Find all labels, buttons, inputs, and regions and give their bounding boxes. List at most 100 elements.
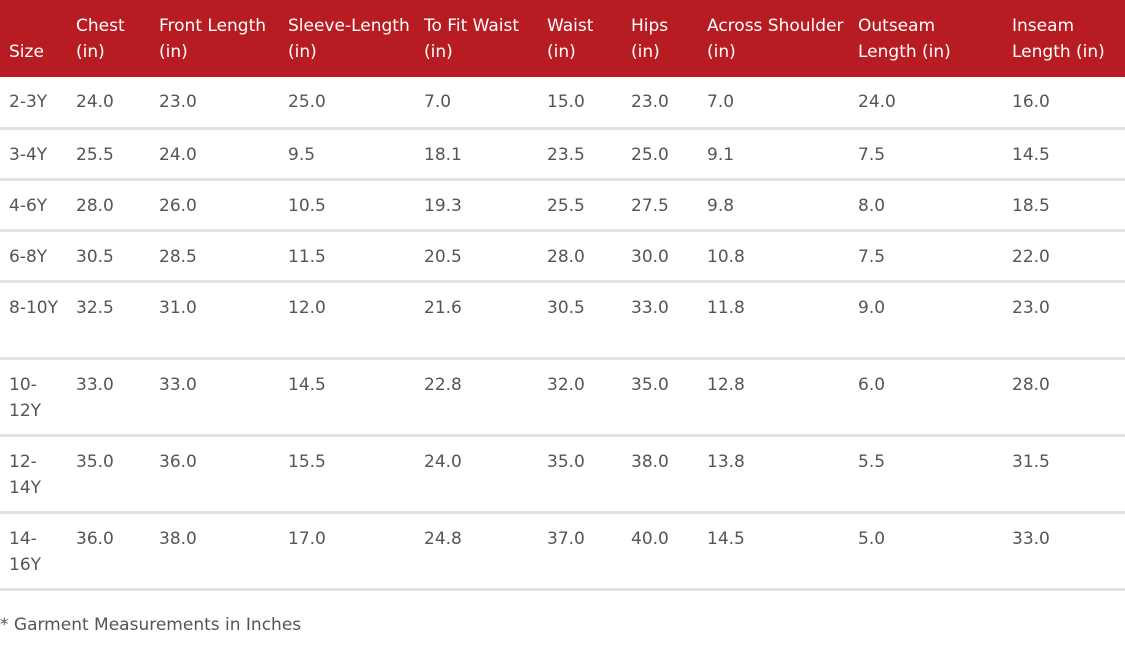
cell-waist: 30.5 — [538, 281, 622, 360]
header-row: Size Chest (in) Front Length (in) Sleeve… — [0, 0, 1125, 77]
cell-across-shoulder: 12.8 — [698, 358, 849, 437]
cell-across-shoulder: 9.8 — [698, 179, 849, 232]
cell-sleeve-length: 12.0 — [279, 281, 415, 360]
cell-waist: 35.0 — [538, 435, 622, 514]
cell-hips: 33.0 — [622, 281, 698, 360]
header-inseam-length: Inseam Length (in) — [1012, 16, 1105, 62]
cell-hips: 35.0 — [622, 358, 698, 437]
table-row: 2-3Y 24.0 23.0 25.0 7.0 15.0 23.0 7.0 24.0 16.0 — [0, 77, 1125, 130]
cell-size: 12-14Y — [0, 435, 67, 514]
cell-inseam-length: 33.0 — [1003, 512, 1125, 591]
cell-inseam-length: 22.0 — [1003, 230, 1125, 283]
cell-outseam-length: 8.0 — [849, 179, 1003, 232]
cell-chest: 33.0 — [67, 358, 150, 437]
table-row: 6-8Y 30.5 28.5 11.5 20.5 28.0 30.0 10.8 7.5 22.0 — [0, 230, 1125, 283]
header-to-fit-waist: To Fit Waist (in) — [424, 16, 520, 62]
cell-sleeve-length: 15.5 — [279, 435, 415, 514]
cell-outseam-length: 7.5 — [849, 230, 1003, 283]
size-chart-body: 2-3Y 24.0 23.0 25.0 7.0 15.0 23.0 7.0 24.0 16.0 3-… — [0, 77, 1125, 591]
cell-sleeve-length: 10.5 — [279, 179, 415, 232]
cell-inseam-length: 16.0 — [1003, 77, 1125, 130]
table-row: 10-12Y 33.0 33.0 14.5 22.8 32.0 35.0 12.8 6.0 28.… — [0, 358, 1125, 437]
cell-sleeve-length: 9.5 — [279, 128, 415, 181]
footnote: * Garment Measurements in Inches — [0, 614, 302, 635]
cell-outseam-length: 24.0 — [849, 77, 1003, 130]
cell-chest: 25.5 — [67, 128, 150, 181]
cell-across-shoulder: 13.8 — [698, 435, 849, 514]
cell-to-fit-waist: 19.3 — [415, 179, 538, 232]
cell-to-fit-waist: 24.0 — [415, 435, 538, 514]
cell-sleeve-length: 25.0 — [279, 77, 415, 130]
cell-sleeve-length: 17.0 — [279, 512, 415, 591]
header-outseam-length: Outseam Length (in) — [858, 16, 951, 62]
cell-hips: 27.5 — [622, 179, 698, 232]
cell-chest: 36.0 — [67, 512, 150, 591]
cell-size: 8-10Y — [0, 281, 67, 360]
cell-inseam-length: 28.0 — [1003, 358, 1125, 437]
table-row: 3-4Y 25.5 24.0 9.5 18.1 23.5 25.0 9.1 7.5 14.5 — [0, 128, 1125, 181]
cell-size: 3-4Y — [0, 128, 67, 181]
cell-chest: 32.5 — [67, 281, 150, 360]
table-row: 14-16Y 36.0 38.0 17.0 24.8 37.0 40.0 14.5 5.0 33.… — [0, 512, 1125, 591]
cell-outseam-length: 7.5 — [849, 128, 1003, 181]
cell-outseam-length: 5.0 — [849, 512, 1003, 591]
cell-chest: 24.0 — [67, 77, 150, 130]
cell-front-length: 31.0 — [150, 281, 279, 360]
cell-size: 4-6Y — [0, 179, 67, 232]
header-waist: Waist (in) — [547, 16, 594, 62]
cell-front-length: 26.0 — [150, 179, 279, 232]
cell-outseam-length: 5.5 — [849, 435, 1003, 514]
cell-size: 2-3Y — [0, 77, 67, 130]
cell-across-shoulder: 9.1 — [698, 128, 849, 181]
header-sleeve-length: Sleeve-Length (in) — [288, 16, 410, 62]
cell-to-fit-waist: 7.0 — [415, 77, 538, 130]
cell-waist: 25.5 — [538, 179, 622, 232]
cell-to-fit-waist: 21.6 — [415, 281, 538, 360]
cell-front-length: 33.0 — [150, 358, 279, 437]
table-row: 12-14Y 35.0 36.0 15.5 24.0 35.0 38.0 13.8 5.5 31.… — [0, 435, 1125, 514]
cell-waist: 23.5 — [538, 128, 622, 181]
cell-to-fit-waist: 20.5 — [415, 230, 538, 283]
cell-size: 10-12Y — [0, 358, 67, 437]
cell-outseam-length: 6.0 — [849, 358, 1003, 437]
table-row: 4-6Y 28.0 26.0 10.5 19.3 25.5 27.5 9.8 8.0 18.5 — [0, 179, 1125, 232]
cell-chest: 35.0 — [67, 435, 150, 514]
cell-front-length: 24.0 — [150, 128, 279, 181]
cell-waist: 15.0 — [538, 77, 622, 130]
cell-size: 14-16Y — [0, 512, 67, 591]
cell-chest: 30.5 — [67, 230, 150, 283]
cell-hips: 40.0 — [622, 512, 698, 591]
cell-waist: 28.0 — [538, 230, 622, 283]
cell-outseam-length: 9.0 — [849, 281, 1003, 360]
table-row: 8-10Y 32.5 31.0 12.0 21.6 30.5 33.0 11.8 9.0 23.0 — [0, 281, 1125, 360]
cell-front-length: 28.5 — [150, 230, 279, 283]
cell-front-length: 38.0 — [150, 512, 279, 591]
size-chart-header: Size Chest (in) Front Length (in) Sleeve… — [0, 0, 1125, 77]
size-chart-table: Size Chest (in) Front Length (in) Sleeve… — [0, 0, 1125, 591]
cell-across-shoulder: 10.8 — [698, 230, 849, 283]
cell-front-length: 36.0 — [150, 435, 279, 514]
cell-inseam-length: 14.5 — [1003, 128, 1125, 181]
cell-sleeve-length: 14.5 — [279, 358, 415, 437]
cell-inseam-length: 23.0 — [1003, 281, 1125, 360]
header-hips: Hips (in) — [631, 16, 669, 62]
cell-hips: 25.0 — [622, 128, 698, 181]
cell-to-fit-waist: 18.1 — [415, 128, 538, 181]
cell-sleeve-length: 11.5 — [279, 230, 415, 283]
header-size: Size — [9, 42, 44, 62]
cell-to-fit-waist: 22.8 — [415, 358, 538, 437]
cell-across-shoulder: 14.5 — [698, 512, 849, 591]
cell-size: 6-8Y — [0, 230, 67, 283]
header-chest: Chest (in) — [76, 16, 125, 62]
cell-waist: 32.0 — [538, 358, 622, 437]
header-front-length: Front Length (in) — [159, 16, 267, 62]
cell-waist: 37.0 — [538, 512, 622, 591]
cell-across-shoulder: 7.0 — [698, 77, 849, 130]
cell-front-length: 23.0 — [150, 77, 279, 130]
cell-hips: 23.0 — [622, 77, 698, 130]
header-across-shoulder: Across Shoulder (in) — [707, 16, 844, 62]
cell-inseam-length: 18.5 — [1003, 179, 1125, 232]
cell-across-shoulder: 11.8 — [698, 281, 849, 360]
cell-hips: 38.0 — [622, 435, 698, 514]
cell-chest: 28.0 — [67, 179, 150, 232]
